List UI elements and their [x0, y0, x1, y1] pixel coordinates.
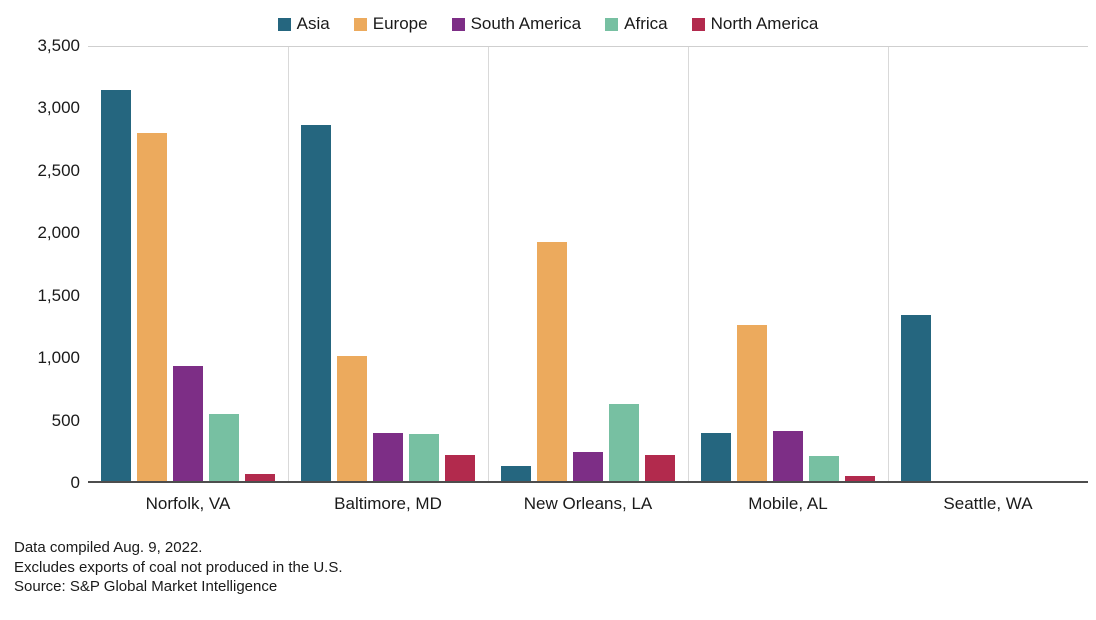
legend-item: Europe: [353, 14, 428, 34]
y-tick-label: 1,000: [37, 348, 80, 368]
legend-label: Europe: [372, 14, 428, 33]
legend-item: South America: [451, 14, 582, 34]
category-separator-line: [688, 47, 689, 481]
bar: [373, 432, 403, 481]
category-label: Baltimore, MD: [334, 494, 442, 513]
bar: [501, 466, 531, 481]
footer-note-excludes: Excludes exports of coal not produced in…: [14, 558, 343, 576]
legend-item: Asia: [277, 14, 330, 34]
bar: [737, 324, 767, 481]
footer-notes: Data compiled Aug. 9, 2022. Excludes exp…: [14, 538, 343, 597]
bar: [337, 355, 367, 481]
bar: [845, 476, 875, 481]
footer-note-source: Source: S&P Global Market Intelligence: [14, 578, 278, 595]
bar: [573, 452, 603, 481]
y-tick-label: 500: [51, 410, 80, 430]
bar: [245, 473, 275, 481]
y-tick-label: 3,500: [37, 36, 80, 55]
bar: [409, 433, 439, 481]
bar: [101, 90, 131, 481]
bar: [809, 456, 839, 481]
bar-group: [888, 47, 1088, 481]
bar: [609, 404, 639, 481]
bar: [701, 432, 731, 481]
legend-swatch-icon: [277, 17, 291, 31]
category-label: Mobile, AL: [748, 494, 828, 513]
category-label: New Orleans, LA: [523, 494, 653, 513]
bar-group: [288, 47, 488, 481]
bar: [445, 454, 475, 481]
bar-group: [88, 47, 288, 481]
chart-legend: Asia Europe South America Africa North Ameri…: [0, 14, 1096, 34]
legend-swatch-icon: [605, 17, 619, 31]
bar: [173, 365, 203, 481]
legend-item: Africa: [605, 14, 668, 34]
legend-label: North America: [710, 14, 819, 33]
y-tick-label: 1,500: [37, 285, 80, 305]
legend-swatch-icon: [691, 17, 705, 31]
bar: [301, 125, 331, 481]
bar: [537, 241, 567, 481]
category-label: Seattle, WA: [943, 494, 1033, 513]
category-separator-line: [488, 47, 489, 481]
bar: [773, 431, 803, 481]
category-separator-line: [288, 47, 289, 481]
bar: [137, 132, 167, 481]
category-separator-line: [888, 47, 889, 481]
y-tick-label: 3,000: [37, 98, 80, 118]
y-tick-label: 2,000: [37, 223, 80, 243]
bar-groups: [88, 47, 1088, 481]
legend-label: Asia: [296, 14, 330, 33]
y-tick-label: 0: [70, 473, 80, 492]
bar-group: [688, 47, 888, 481]
legend-label: South America: [470, 14, 582, 33]
y-axis: 0 500 1,000 1,500 2,000 2,500 3,000 3,500: [0, 36, 80, 492]
bar-group: [488, 47, 688, 481]
bar: [645, 454, 675, 481]
legend-label: Africa: [624, 14, 668, 33]
legend-swatch-icon: [353, 17, 367, 31]
legend-item: North America: [691, 14, 819, 34]
x-axis: Norfolk, VA Baltimore, MD New Orleans, LA M…: [88, 494, 1088, 514]
bar: [209, 414, 239, 481]
y-tick-label: 2,500: [37, 160, 80, 180]
plot-area: [88, 46, 1088, 483]
footer-note-compiled: Data compiled Aug. 9, 2022.: [14, 539, 203, 556]
legend-swatch-icon: [451, 17, 465, 31]
bar: [901, 314, 931, 481]
category-label: Norfolk, VA: [145, 494, 231, 513]
